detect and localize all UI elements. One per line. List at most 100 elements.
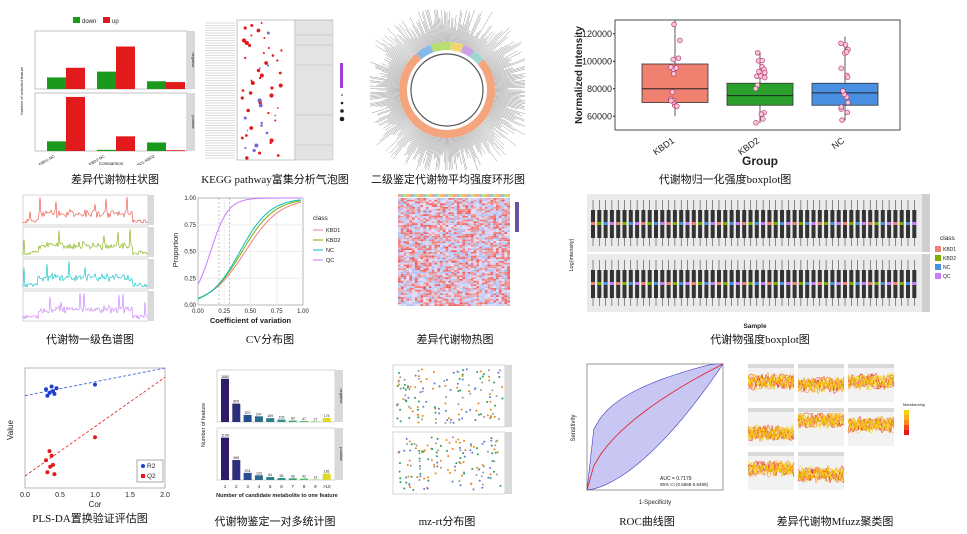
intensity-spike — [394, 127, 417, 155]
intensity-spike — [425, 135, 432, 151]
heat-cell — [468, 280, 471, 283]
heat-cell — [445, 275, 449, 278]
heat-cell — [445, 262, 449, 265]
intensity-spike — [472, 38, 480, 50]
intensity-spike — [375, 40, 408, 63]
heat-cell — [448, 268, 452, 270]
heat-cell — [431, 239, 435, 242]
heat-cell — [423, 288, 426, 290]
feature-point — [408, 459, 411, 462]
feature-point — [405, 476, 408, 479]
heat-cell — [496, 221, 499, 224]
heat-cell — [442, 252, 446, 254]
heat-cell — [448, 300, 452, 303]
heat-cell — [487, 277, 491, 279]
membership-swatch — [904, 415, 909, 420]
heat-cell — [451, 261, 454, 263]
feature-point — [456, 370, 459, 373]
heat-cell — [420, 228, 424, 231]
heat-cell — [428, 289, 432, 292]
heat-cell — [434, 277, 438, 279]
heat-cell — [462, 295, 466, 297]
heat-cell — [406, 255, 410, 258]
bar-chart-panel: down up negative positive KBD1-NC KBD2-NC KBD1… — [15, 15, 195, 165]
heat-cell — [507, 291, 510, 294]
heat-cell — [400, 271, 404, 274]
heat-cell — [496, 212, 499, 215]
heat-cell — [465, 257, 468, 260]
heat-cell — [501, 257, 505, 260]
bubble — [243, 116, 247, 120]
heat-cell — [479, 273, 482, 276]
heat-cell — [456, 253, 460, 256]
x-axis-title: Sample — [743, 323, 767, 330]
heat-cell — [409, 208, 412, 211]
intensity-spike — [483, 50, 494, 60]
bar-down — [97, 149, 116, 151]
heat-cell — [479, 262, 482, 265]
median-marker — [628, 282, 633, 285]
heat-cell — [493, 225, 496, 227]
feature-point — [448, 441, 451, 444]
heat-cell — [487, 221, 491, 224]
cluster-profile — [747, 461, 795, 478]
heat-cell — [496, 223, 499, 225]
size-legend-dot — [341, 94, 343, 96]
heat-cell — [476, 244, 480, 247]
heat-cell — [479, 279, 482, 281]
intensity-spike — [475, 128, 490, 147]
heat-cell — [437, 280, 440, 283]
heat-cell — [498, 234, 502, 236]
heat-cell — [504, 203, 508, 206]
heat-cell — [434, 207, 438, 209]
heat-cell — [507, 286, 510, 288]
heat-cell — [437, 199, 440, 202]
feature-point — [461, 374, 464, 377]
heat-cell — [434, 298, 438, 301]
heat-cell — [440, 232, 443, 234]
heat-cell — [398, 239, 401, 242]
heat-cell — [426, 203, 429, 206]
intensity-spike — [494, 95, 522, 100]
heat-cell — [440, 289, 443, 292]
heat-cell — [470, 207, 474, 209]
cluster-profile — [747, 459, 795, 476]
heat-cell — [454, 219, 457, 222]
heat-cell — [451, 243, 454, 245]
heat-cell — [476, 234, 480, 236]
heat-cell — [490, 266, 494, 269]
heat-cell — [493, 297, 496, 299]
heat-cell — [479, 289, 482, 292]
heat-cell — [473, 280, 477, 283]
heat-cell — [473, 248, 477, 251]
heat-cell — [420, 226, 424, 229]
heat-cell — [479, 259, 482, 261]
heat-cell — [498, 289, 502, 292]
heat-cell — [426, 237, 429, 240]
bubble — [241, 89, 245, 92]
heat-cell — [470, 268, 474, 270]
intensity-spike — [418, 135, 431, 167]
heat-cell — [473, 277, 477, 279]
heat-cell — [473, 266, 477, 269]
heat-cell — [465, 223, 468, 225]
median-marker — [906, 222, 910, 225]
heat-cell — [501, 273, 505, 276]
heat-cell — [451, 280, 454, 283]
heat-cell — [456, 235, 460, 238]
cluster-strip — [748, 364, 794, 368]
heat-cell — [454, 210, 457, 213]
heat-cell — [400, 282, 404, 285]
count-bar — [311, 421, 320, 422]
heat-cell — [462, 300, 466, 303]
heat-cell — [406, 288, 410, 290]
feature-point — [481, 483, 484, 486]
heat-cell — [484, 212, 488, 215]
heat-cell — [412, 228, 415, 231]
feature-point — [439, 444, 442, 447]
heat-cell — [487, 248, 491, 251]
heat-cell — [409, 257, 412, 260]
heat-cell — [465, 268, 468, 270]
heat-cell — [482, 259, 485, 261]
heat-cell — [409, 248, 412, 251]
